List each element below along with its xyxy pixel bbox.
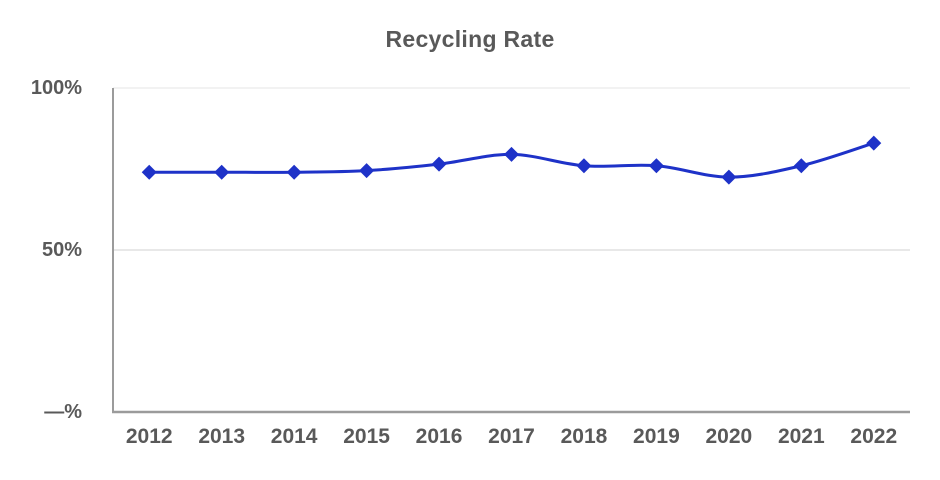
x-tick-label: 2016 (415, 425, 463, 448)
data-point-marker (214, 164, 230, 180)
data-point-marker (286, 164, 302, 180)
data-point-marker (141, 164, 157, 180)
chart-title: Recycling Rate (385, 26, 555, 52)
data-point-marker (504, 146, 519, 162)
data-point-marker (721, 169, 737, 185)
x-tick-label: 2021 (777, 425, 825, 448)
data-point-marker (576, 158, 592, 174)
y-tick-label: 100% (30, 77, 82, 99)
data-point-marker (431, 156, 447, 172)
y-tick-label: 50% (41, 239, 82, 261)
data-point-marker (866, 135, 882, 151)
x-tick-label: 2018 (560, 425, 608, 448)
data-point-marker (359, 163, 375, 179)
x-tick-label: 2013 (198, 425, 246, 448)
x-tick-label: 2015 (343, 425, 390, 448)
data-point-marker (793, 158, 809, 174)
x-tick-label: 2020 (705, 425, 753, 448)
x-tick-label: 2022 (850, 425, 898, 448)
x-tick-label: 2012 (125, 425, 173, 448)
x-tick-label: 2017 (488, 425, 535, 448)
y-tick-label: —% (44, 401, 82, 423)
data-point-marker (648, 158, 664, 174)
x-tick-label: 2019 (633, 425, 680, 448)
x-tick-label: 2014 (270, 425, 318, 448)
